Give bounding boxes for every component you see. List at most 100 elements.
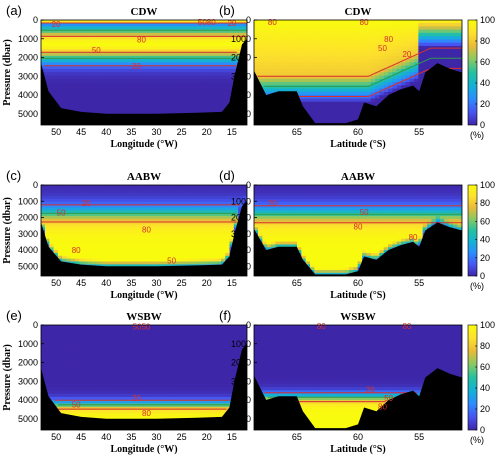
heatmap-cell: [139, 264, 145, 268]
heatmap-cell: [199, 210, 205, 214]
heatmap-cell: [409, 68, 415, 73]
heatmap-cell: [254, 227, 259, 231]
heatmap-cell: [53, 238, 59, 243]
heatmap-cell: [301, 75, 307, 80]
heatmap-cell: [143, 20, 149, 24]
heatmap-cell: [135, 68, 141, 73]
heatmap-cell: [178, 215, 183, 220]
heatmap-cell: [271, 55, 276, 60]
heatmap-cell: [152, 45, 158, 50]
heatmap-cell: [105, 185, 110, 189]
heatmap-cell: [75, 45, 80, 50]
heatmap-cell: [357, 20, 363, 24]
heatmap-cell: [109, 196, 115, 200]
heatmap-cell: [208, 91, 213, 96]
heatmap-cell: [57, 91, 63, 96]
heatmap-cell: [427, 22, 432, 27]
heatmap-cell: [314, 101, 320, 106]
heatmap-cell: [262, 20, 268, 24]
heatmap-cell: [130, 49, 136, 54]
heatmap-cell: [199, 68, 205, 73]
heatmap-cell: [173, 101, 179, 106]
heatmap-cell: [182, 258, 188, 263]
heatmap-cell: [139, 198, 145, 203]
heatmap-cell: [220, 207, 226, 211]
heatmap-cell: [431, 20, 437, 24]
heatmap-cell: [165, 111, 171, 116]
heatmap-cell: [292, 29, 298, 34]
heatmap-cell: [182, 101, 188, 106]
heatmap-cell: [130, 185, 136, 189]
heatmap-cell: [66, 244, 72, 248]
heatmap-cell: [344, 45, 350, 50]
heatmap-cell: [113, 55, 119, 60]
heatmap-cell: [122, 198, 128, 203]
heatmap-cell: [152, 108, 158, 113]
heatmap-cell: [87, 238, 93, 243]
heatmap-cell: [105, 101, 110, 106]
heatmap-cell: [366, 91, 372, 96]
heatmap-cell: [62, 49, 68, 54]
heatmap-cell: [100, 72, 106, 77]
heatmap-cell: [130, 39, 136, 44]
heatmap-cell: [105, 250, 110, 254]
heatmap-cell: [233, 218, 239, 223]
heatmap-cell: [96, 224, 102, 228]
heatmap-cell: [279, 196, 285, 200]
heatmap-cell: [271, 193, 276, 197]
heatmap-cell: [49, 91, 55, 96]
heatmap-cell: [340, 39, 346, 44]
heatmap-cell: [220, 233, 226, 237]
heatmap-cell: [225, 244, 231, 248]
heatmap-cell: [208, 45, 213, 50]
heatmap-cell: [182, 230, 188, 234]
heatmap-cell: [396, 42, 402, 47]
heatmap-cell: [271, 75, 276, 80]
heatmap-cell: [331, 68, 337, 73]
heatmap-cell: [195, 198, 201, 203]
heatmap-cell: [220, 91, 226, 96]
heatmap-cell: [105, 32, 110, 37]
heatmap-cell: [160, 29, 166, 34]
heatmap-cell: [105, 196, 110, 200]
heatmap-cell: [396, 68, 402, 73]
heatmap-cell: [100, 36, 106, 40]
heatmap-cell: [344, 91, 350, 96]
heatmap-cell: [70, 204, 76, 209]
heatmap-cell: [284, 20, 289, 24]
heatmap-cell: [152, 241, 158, 246]
heatmap-cell: [336, 88, 341, 93]
heatmap-cell: [271, 224, 276, 228]
heatmap-cell: [216, 224, 222, 228]
heatmap-cell: [152, 88, 158, 93]
heatmap-cell: [208, 62, 213, 67]
heatmap-cell: [229, 85, 235, 90]
heatmap-cell: [44, 85, 50, 90]
heatmap-cell: [109, 185, 115, 189]
heatmap-cell: [288, 88, 294, 93]
heatmap-cell: [152, 65, 158, 70]
heatmap-cell: [229, 233, 235, 237]
heatmap-cell: [212, 108, 218, 113]
heatmap-cell: [340, 105, 346, 109]
heatmap-cell: [66, 224, 72, 228]
heatmap-cell: [190, 88, 196, 93]
heatmap-cell: [203, 207, 209, 211]
heatmap-cell: [288, 65, 294, 70]
heatmap-cell: [75, 215, 80, 220]
heatmap-cell: [284, 49, 289, 54]
heatmap-cell: [422, 22, 428, 27]
contour-label: 5080: [198, 18, 216, 27]
heatmap-cell: [258, 215, 263, 220]
heatmap-cell: [126, 68, 132, 73]
heatmap-cell: [233, 42, 239, 47]
heatmap-cell: [229, 221, 235, 226]
heatmap-cell: [242, 39, 247, 44]
heatmap-cell: [212, 39, 218, 44]
heatmap-cell: [301, 29, 307, 34]
heatmap-cell: [117, 264, 123, 268]
heatmap-cell: [242, 32, 247, 37]
heatmap-cell: [160, 20, 166, 24]
heatmap-cell: [362, 91, 367, 96]
heatmap-cell: [216, 108, 222, 113]
